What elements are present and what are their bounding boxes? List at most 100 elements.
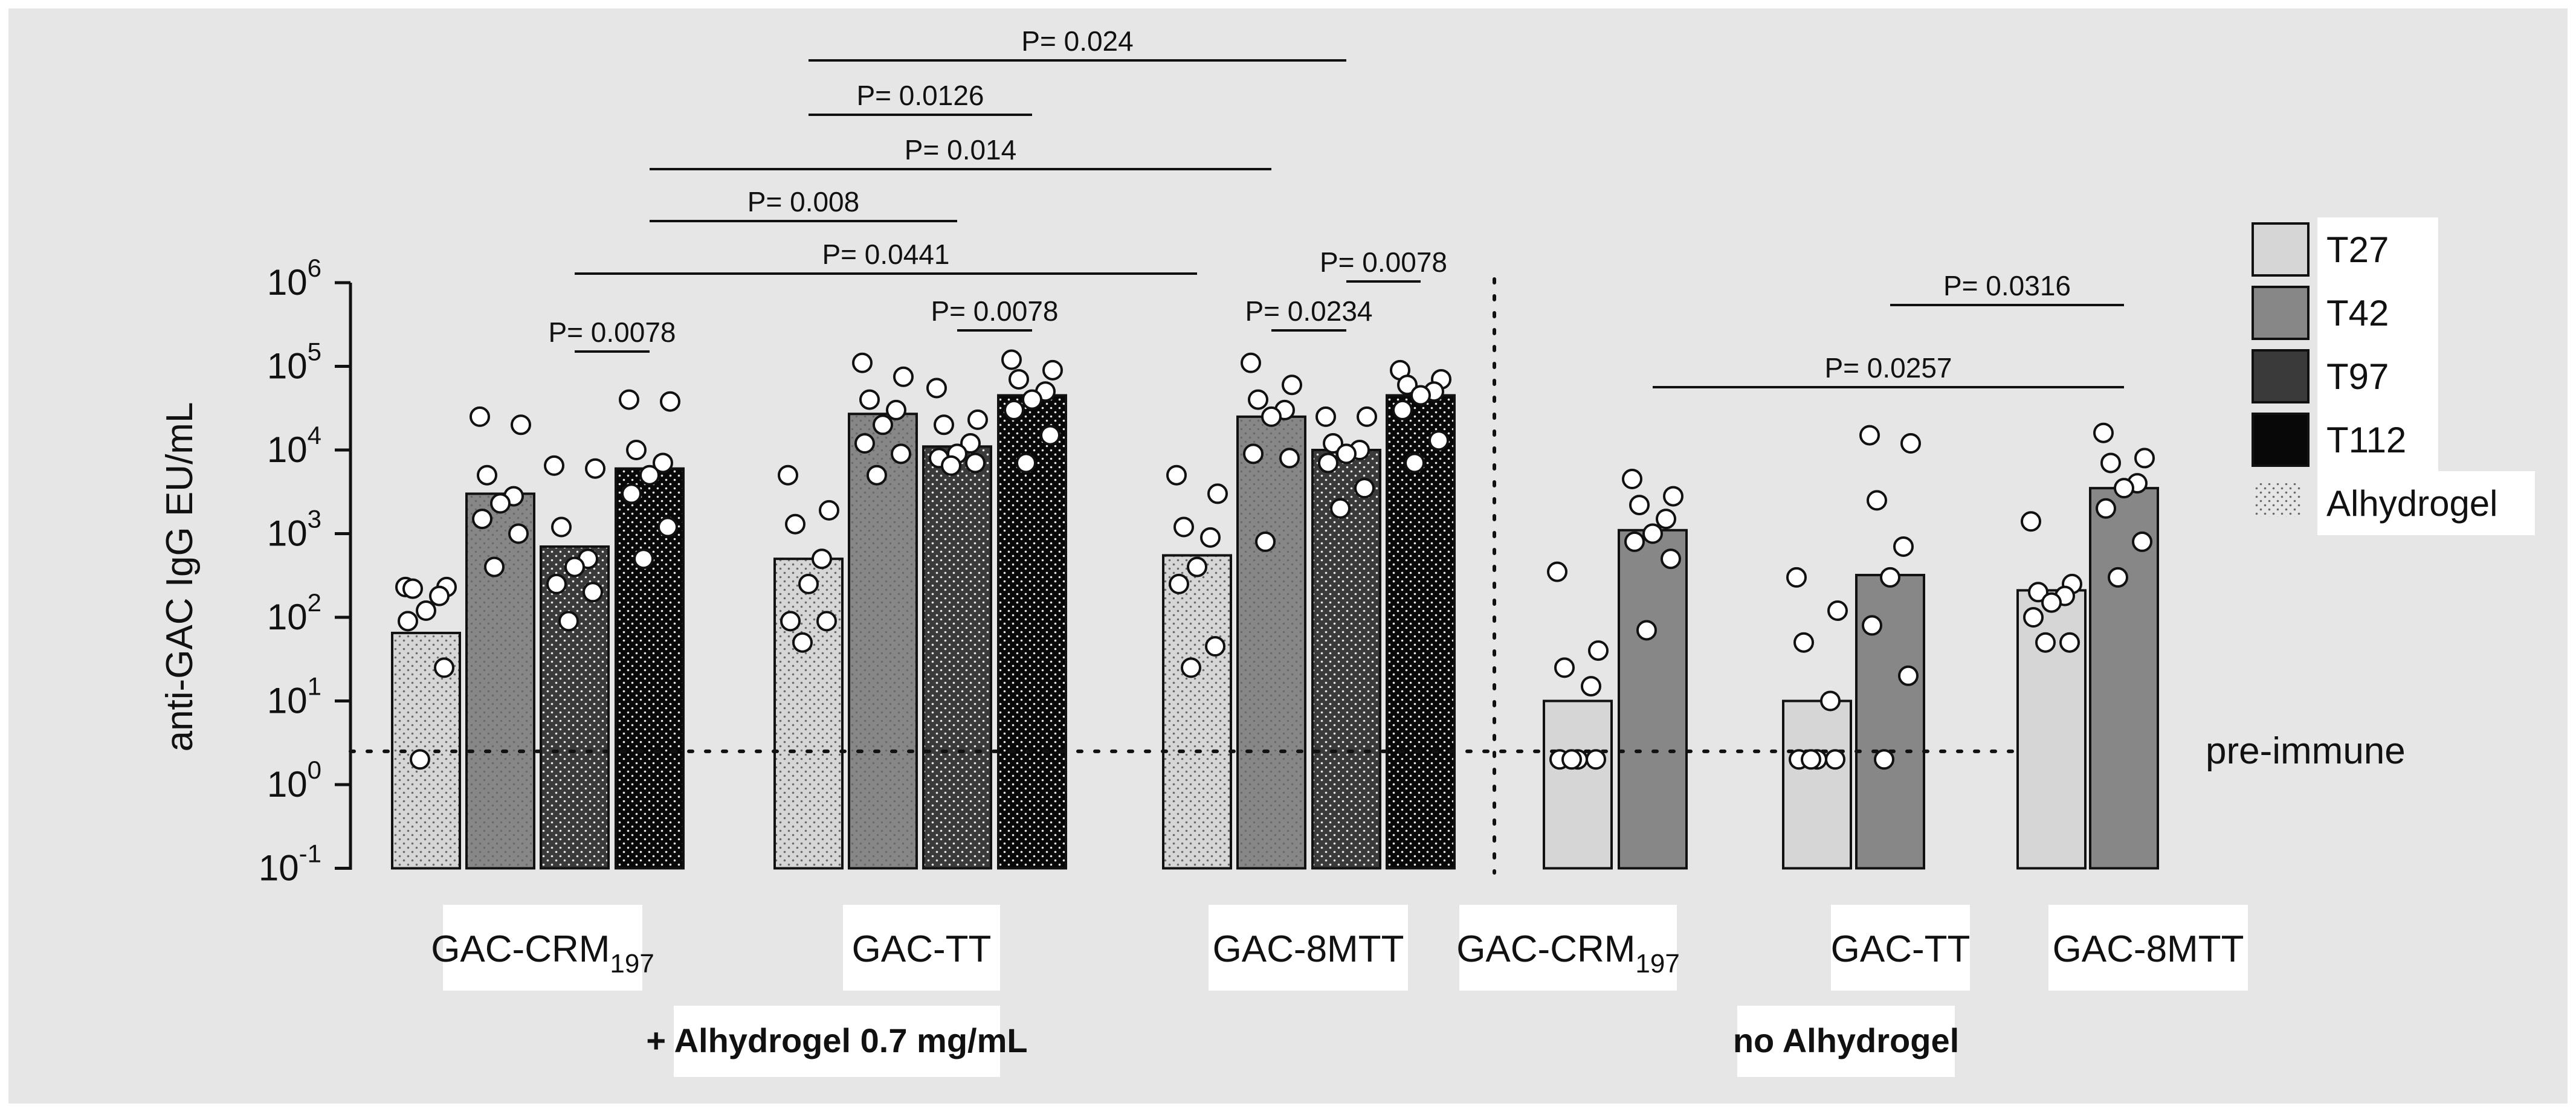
- point-g4-T42-2: [1867, 490, 1887, 511]
- point-g0-T97-7: [558, 611, 579, 632]
- bar-g5-T42: [2089, 487, 2159, 870]
- legend-swatch-Alhydrogel: [2255, 483, 2301, 517]
- legend-label-box-T112: [2317, 408, 2438, 472]
- point-g0-T112-5: [621, 483, 642, 504]
- group-label-box-1: [843, 905, 1000, 991]
- legend-swatch-T97: [2252, 349, 2310, 403]
- y-tick-label-2: 104: [267, 421, 321, 470]
- point-g1-T27-7: [792, 632, 813, 653]
- comparison-label-3: P= 0.008: [747, 186, 859, 217]
- point-g2-T27-4: [1187, 556, 1207, 577]
- bar-pattern-g2-T97: [1314, 451, 1379, 867]
- y-tick-label-6: 100: [267, 756, 321, 805]
- point-g1-T27-6: [816, 611, 837, 632]
- point-g1-T112-4: [1022, 389, 1042, 410]
- point-g2-T97-2: [1323, 433, 1343, 454]
- group-label-box-3: [1459, 905, 1677, 991]
- section-label-1: no Alhydrogel: [1733, 1021, 1959, 1059]
- comparison-label-7: P= 0.0234: [1245, 295, 1372, 327]
- point-g3-T27-3: [1581, 676, 1601, 697]
- point-g2-T42-7: [1255, 531, 1276, 552]
- point-g1-T42-4: [873, 414, 893, 435]
- point-g2-T97-0: [1315, 406, 1336, 427]
- point-g0-T42-7: [484, 556, 505, 577]
- point-g0-T97-6: [583, 582, 603, 603]
- point-g1-T97-7: [941, 455, 961, 476]
- point-g0-T112-4: [639, 464, 660, 486]
- point-g1-T97-3: [960, 433, 981, 454]
- y-tick-label-5: 101: [267, 672, 321, 721]
- legend: T27 T42 T97 T112 Alhydrogel: [2252, 217, 2535, 535]
- legend-swatch-T112: [2252, 413, 2310, 467]
- bar-pattern-g2-T42: [1239, 417, 1304, 867]
- point-g3-T42-4: [1642, 523, 1663, 544]
- legend-label-box-T97: [2317, 344, 2438, 408]
- point-g1-T27-0: [778, 464, 798, 486]
- comparison-label-2: P= 0.014: [905, 134, 1016, 166]
- point-g1-T112-2: [1009, 368, 1029, 390]
- comparison-label-1: P= 0.0126: [856, 80, 984, 111]
- point-g1-T27-5: [780, 611, 801, 632]
- comparison-label-9: P= 0.0316: [1943, 270, 2071, 301]
- point-g5-T42-6: [2132, 531, 2152, 552]
- legend-label-T42: T42: [2326, 293, 2389, 333]
- comparison-label-8: P= 0.0078: [548, 317, 676, 348]
- y-axis-label: anti-GAC IgG EU/mL: [159, 402, 201, 752]
- point-g2-T42-1: [1282, 374, 1302, 396]
- point-g1-T112-5: [1004, 399, 1024, 420]
- group-label-box-2: [1209, 905, 1408, 991]
- point-g0-T112-3: [653, 452, 673, 474]
- point-g0-T42-2: [477, 464, 497, 486]
- point-g2-T42-0: [1241, 352, 1261, 373]
- point-g2-T112-6: [1428, 430, 1449, 451]
- point-g1-T97-6: [965, 452, 986, 474]
- y-tick-label-4: 102: [267, 588, 321, 637]
- group-labels-layer: GAC-CRM197 GAC-TT GAC-8MTT GAC-CRM197 GAC-TT…: [431, 905, 2248, 991]
- legend-label-T27: T27: [2326, 230, 2389, 270]
- bar-pattern-g1-T97: [925, 448, 990, 867]
- point-g4-T42-0: [1859, 425, 1880, 446]
- bars-layer: [391, 394, 2159, 870]
- point-g1-T112-7: [1016, 452, 1036, 474]
- point-g3-T42-7: [1636, 620, 1657, 641]
- point-g1-T27-2: [785, 513, 805, 535]
- point-g2-T97-6: [1354, 478, 1375, 499]
- y-tick-label-1: 105: [267, 338, 321, 387]
- legend-swatch-T42: [2252, 286, 2310, 340]
- group-label-4: GAC-TT: [1831, 928, 1971, 970]
- point-g3-T42-6: [1661, 548, 1681, 570]
- point-g2-T27-3: [1200, 527, 1221, 548]
- point-g0-T27-2: [402, 578, 423, 599]
- point-g0-T97-4: [564, 556, 585, 577]
- point-g4-T27-6: [1825, 749, 1845, 770]
- point-g2-T97-1: [1357, 406, 1377, 427]
- y-tick-label-7: 10-1: [259, 840, 321, 889]
- point-g1-T42-7: [867, 464, 887, 486]
- point-g1-T112-0: [1001, 349, 1022, 370]
- y-tick-label-3: 103: [267, 505, 321, 554]
- comparison-label-10: P= 0.0257: [1824, 352, 1952, 384]
- legend-label-T112: T112: [2326, 420, 2406, 460]
- bar-g3-T42: [1618, 529, 1688, 870]
- point-g0-T27-3: [429, 585, 450, 606]
- section-label-0: + Alhydrogel 0.7 mg/mL: [646, 1021, 1027, 1059]
- bar-g5-T27: [2016, 589, 2087, 870]
- point-g4-T42-7: [1874, 749, 1894, 770]
- point-g3-T27-0: [1547, 561, 1567, 582]
- bar-pattern-g2-T27: [1164, 556, 1230, 867]
- comparison-label-4: P= 0.0441: [822, 239, 949, 270]
- point-g3-T42-5: [1624, 531, 1645, 552]
- bar-pattern-g0-T42: [468, 495, 533, 867]
- point-g5-T27-5: [2023, 607, 2044, 628]
- point-g3-T27-1: [1588, 640, 1609, 661]
- point-g0-T42-6: [508, 523, 529, 544]
- point-g5-T27-6: [2059, 632, 2080, 653]
- point-g0-T112-7: [633, 548, 654, 570]
- point-g5-T27-7: [2035, 632, 2056, 653]
- point-g2-T97-5: [1318, 452, 1338, 474]
- point-g1-T112-6: [1040, 425, 1060, 446]
- point-g2-T27-6: [1205, 636, 1225, 657]
- point-g2-T42-4: [1261, 406, 1282, 427]
- point-g3-T27-7: [1561, 749, 1582, 770]
